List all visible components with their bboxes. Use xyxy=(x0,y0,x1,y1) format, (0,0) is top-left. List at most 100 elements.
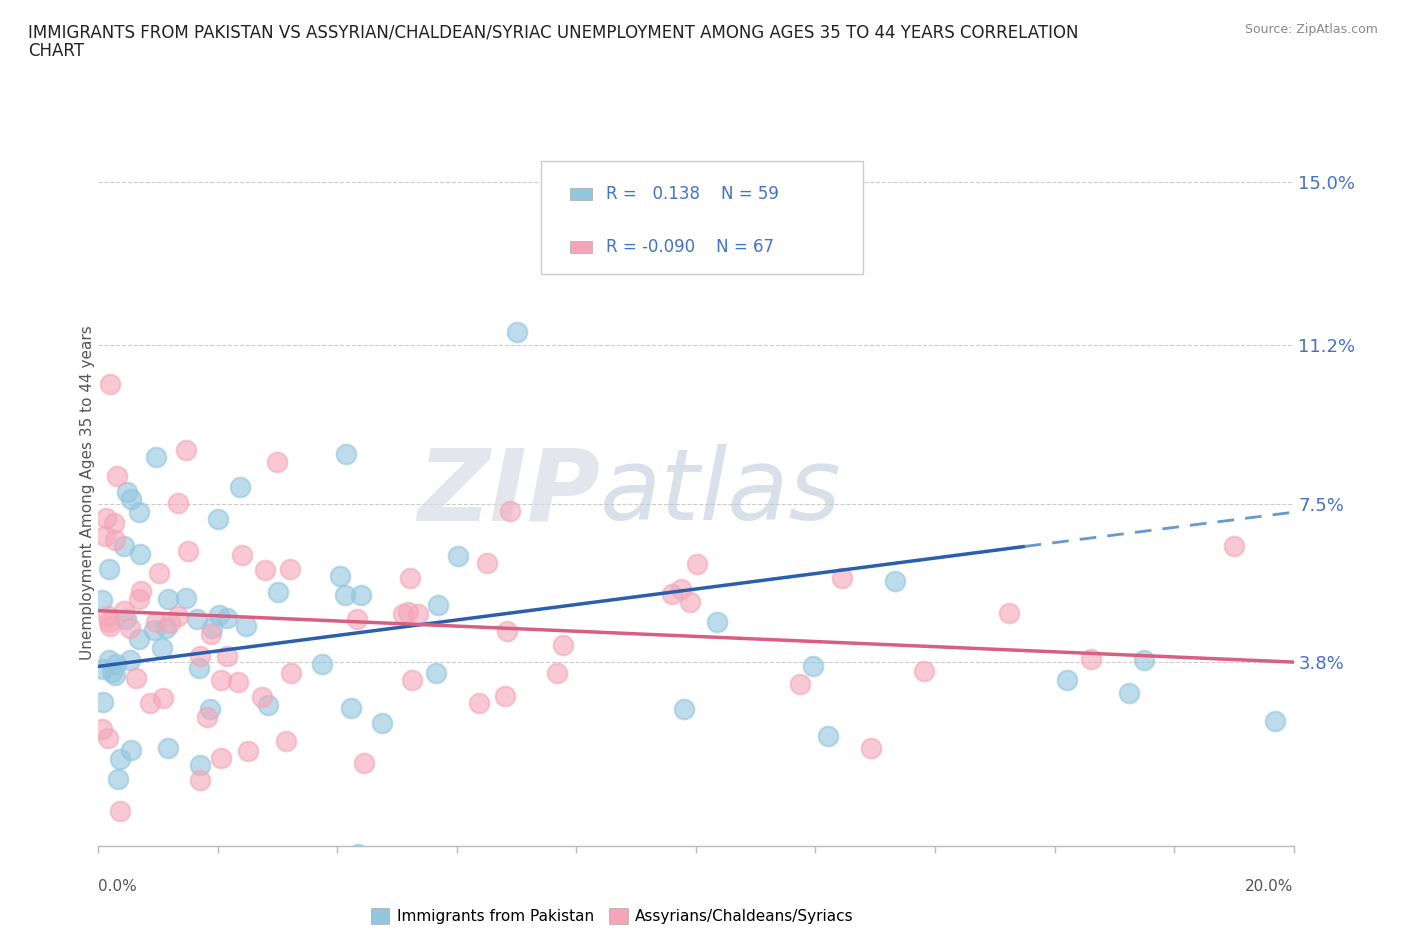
Point xyxy=(831,570,853,585)
Point xyxy=(115,611,138,626)
Point xyxy=(156,741,179,756)
Point xyxy=(152,690,174,705)
Point xyxy=(198,702,221,717)
Point xyxy=(90,722,112,737)
Point xyxy=(103,515,125,530)
Point xyxy=(120,491,142,506)
Point xyxy=(215,648,238,663)
Point xyxy=(817,728,839,743)
Point xyxy=(195,710,218,724)
Point xyxy=(425,666,447,681)
Text: CHART: CHART xyxy=(28,42,84,60)
Point xyxy=(789,676,811,691)
Point xyxy=(209,672,232,687)
Point xyxy=(311,657,333,671)
Point xyxy=(105,469,128,484)
Point xyxy=(98,652,121,667)
Point xyxy=(475,555,498,570)
Point xyxy=(139,696,162,711)
Point xyxy=(447,549,470,564)
Point xyxy=(1080,651,1102,666)
Bar xyxy=(571,241,592,253)
Point xyxy=(228,479,250,494)
Point xyxy=(1264,713,1286,728)
Point xyxy=(998,605,1021,620)
Legend: Immigrants from Pakistan, Assyrians/Chaldeans/Syriacs: Immigrants from Pakistan, Assyrians/Chal… xyxy=(364,902,860,930)
Point xyxy=(396,604,419,619)
Point xyxy=(912,663,935,678)
Point xyxy=(406,606,429,621)
Point xyxy=(176,543,198,558)
Point xyxy=(91,694,114,709)
Point xyxy=(129,583,152,598)
Point xyxy=(278,562,301,577)
Point xyxy=(166,609,188,624)
Point xyxy=(1223,539,1246,554)
Point xyxy=(145,615,167,630)
Point xyxy=(200,627,222,642)
Point xyxy=(280,666,302,681)
Point xyxy=(112,604,135,618)
Point xyxy=(426,597,449,612)
Bar xyxy=(571,188,592,200)
Point xyxy=(215,610,238,625)
Point xyxy=(329,569,352,584)
Point xyxy=(107,771,129,786)
Point xyxy=(93,661,115,676)
Text: R = -0.090    N = 67: R = -0.090 N = 67 xyxy=(606,238,775,256)
Point xyxy=(883,573,905,588)
Y-axis label: Unemployment Among Ages 35 to 44 years: Unemployment Among Ages 35 to 44 years xyxy=(80,326,94,660)
Point xyxy=(188,757,211,772)
Point xyxy=(120,743,142,758)
Point xyxy=(112,538,135,553)
Point xyxy=(1133,653,1156,668)
Text: R =   0.138    N = 59: R = 0.138 N = 59 xyxy=(606,185,779,203)
Point xyxy=(238,744,260,759)
Point xyxy=(392,606,415,621)
Point xyxy=(401,672,423,687)
Point xyxy=(104,668,127,683)
Text: IMMIGRANTS FROM PAKISTAN VS ASSYRIAN/CHALDEAN/SYRIAC UNEMPLOYMENT AMONG AGES 35 : IMMIGRANTS FROM PAKISTAN VS ASSYRIAN/CHA… xyxy=(28,23,1078,41)
Point xyxy=(256,698,278,712)
Point xyxy=(267,585,290,600)
Point xyxy=(1056,672,1078,687)
Point xyxy=(97,608,120,623)
Point xyxy=(672,701,695,716)
Text: 0.0%: 0.0% xyxy=(98,879,138,894)
Point xyxy=(97,730,120,745)
Point xyxy=(506,325,529,339)
Point xyxy=(346,611,368,626)
Point xyxy=(159,616,181,631)
Point xyxy=(188,649,211,664)
Point xyxy=(254,563,277,578)
Point xyxy=(128,504,150,519)
Point xyxy=(353,755,375,770)
Point xyxy=(706,614,728,629)
Point xyxy=(686,557,709,572)
Point xyxy=(1118,685,1140,700)
Point xyxy=(98,618,121,633)
Point xyxy=(155,620,177,635)
Point xyxy=(371,716,394,731)
Point xyxy=(128,591,150,606)
Point xyxy=(174,443,197,458)
Point xyxy=(145,449,167,464)
Point xyxy=(108,751,131,766)
Point xyxy=(120,652,142,667)
Point xyxy=(226,674,249,689)
Point xyxy=(266,454,288,469)
Point xyxy=(661,587,683,602)
Point xyxy=(551,638,574,653)
Point xyxy=(120,621,142,636)
Point xyxy=(231,548,253,563)
Point xyxy=(94,511,117,525)
Point xyxy=(671,582,693,597)
Point xyxy=(399,571,422,586)
Point xyxy=(104,533,127,548)
Point xyxy=(340,701,363,716)
Point xyxy=(91,592,114,607)
Point xyxy=(498,503,520,518)
Point xyxy=(276,734,298,749)
Point xyxy=(110,804,132,818)
Point xyxy=(101,665,124,680)
